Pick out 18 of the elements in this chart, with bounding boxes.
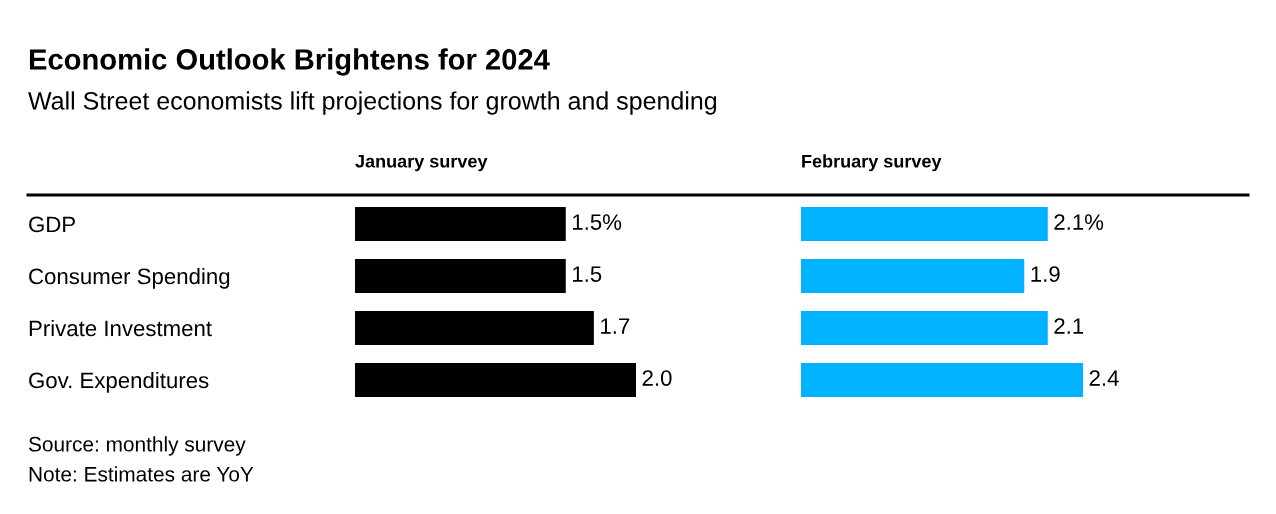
data-label: 1.5% — [573, 214, 622, 230]
y-tick-label: GDP — [29, 216, 75, 233]
data-label: 2.1 — [1054, 318, 1084, 334]
text: Economic Outlook Brightens for 2024 — [29, 48, 550, 76]
chart-title: February survey — [802, 154, 942, 172]
data-label: 1.5 — [573, 266, 602, 282]
data-label: 2.1% — [1054, 214, 1104, 230]
source-note: Source: monthly survey — [28, 436, 246, 456]
data-label: 2.0 — [642, 370, 672, 386]
y-tick-label: Private Investment — [29, 319, 212, 337]
data-label: 2.4 — [1089, 370, 1119, 386]
chart-title: January survey — [355, 155, 488, 172]
y-tick-label: Gov. Expenditures — [29, 371, 209, 393]
data-label: 1.9 — [1031, 266, 1060, 282]
y-tick-label: Consumer Spending — [29, 267, 230, 289]
data-label: 1.7 — [601, 318, 630, 334]
text: Wall Street economists lift projections for growth and spending — [28, 91, 717, 115]
text: Note: Estimates are YoY — [29, 466, 254, 482]
